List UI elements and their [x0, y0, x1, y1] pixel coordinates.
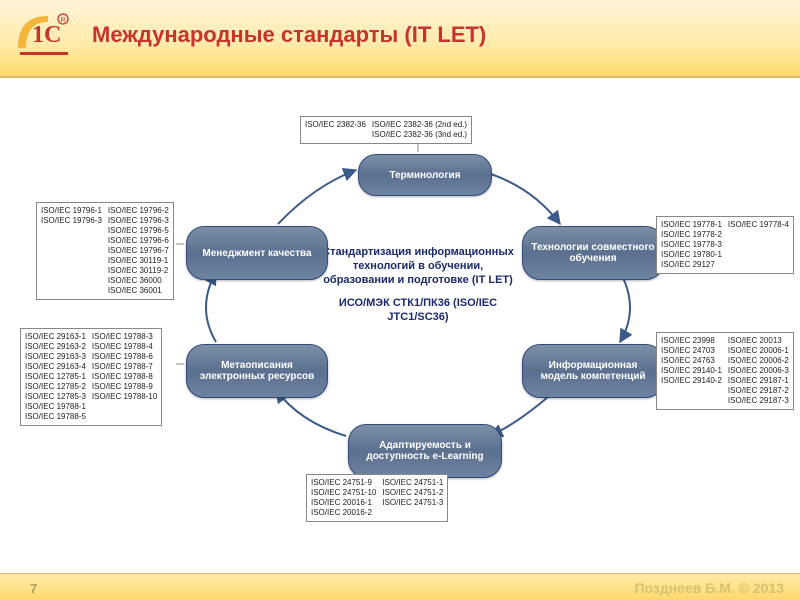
node-quality: Менеджмент качества — [186, 226, 328, 280]
author-mark: Позднеев Б.М. © 2013 — [634, 580, 784, 596]
node-tech: Технологии совместного обучения — [522, 226, 664, 280]
box-meta: ISO/IEC 29163-1ISO/IEC 29163-2ISO/IEC 29… — [20, 328, 162, 426]
center-line2: ИСО/МЭК СТК1/ПК36 (ISO/IEC JTC1/SC36) — [320, 297, 516, 325]
brand-logo: 1С R — [14, 8, 74, 60]
node-terminology: Терминология — [358, 154, 492, 196]
node-model: Информационная модель компетенций — [522, 344, 664, 398]
svg-text:R: R — [60, 17, 65, 24]
box-terminology: ISO/IEC 2382-36ISO/IEC 2382-36 (2nd ed.)… — [300, 116, 472, 144]
node-adapt: Адаптируемость и доступность e-Learning — [348, 424, 502, 478]
center-line1: Стандартизация информационных технологий… — [320, 246, 516, 287]
box-tech: ISO/IEC 19778-1ISO/IEC 19778-2ISO/IEC 19… — [656, 216, 794, 274]
slide-header: 1С R Международные стандарты (IT LET) — [0, 0, 800, 78]
node-meta: Метаописания электронных ресурсов — [186, 344, 328, 398]
diagram-stage: Стандартизация информационных технологий… — [0, 76, 800, 574]
svg-text:1С: 1С — [32, 22, 61, 48]
box-model: ISO/IEC 23998ISO/IEC 24703ISO/IEC 24763I… — [656, 332, 794, 410]
slide-title: Международные стандарты (IT LET) — [92, 22, 486, 48]
page-number: 7 — [30, 581, 37, 596]
center-caption: Стандартизация информационных технологий… — [320, 246, 516, 325]
box-adapt: ISO/IEC 24751-9ISO/IEC 24751-10ISO/IEC 2… — [306, 474, 448, 522]
box-quality: ISO/IEC 19796-1ISO/IEC 19796-3ISO/IEC 19… — [36, 202, 174, 300]
